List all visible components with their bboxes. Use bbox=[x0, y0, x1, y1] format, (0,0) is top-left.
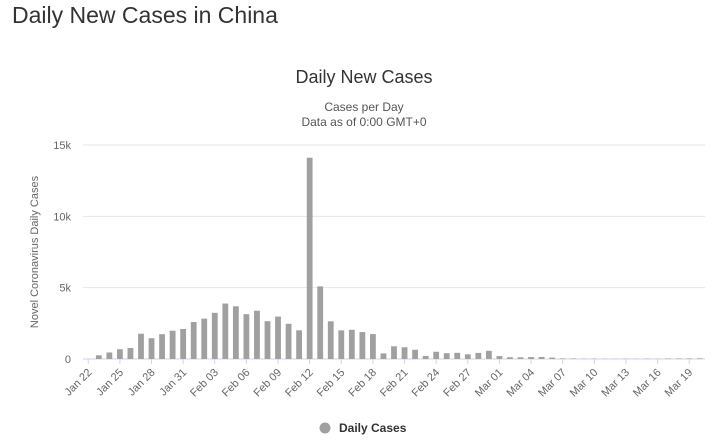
bar-feb-04[interactable] bbox=[222, 303, 229, 359]
bar-feb-28[interactable] bbox=[475, 352, 482, 359]
bar-feb-12[interactable] bbox=[306, 157, 313, 359]
bar-feb-08[interactable] bbox=[264, 321, 271, 359]
x-tick-label: Feb 21 bbox=[378, 367, 411, 400]
bar-mar-07[interactable] bbox=[559, 358, 566, 359]
bar-mar-18[interactable] bbox=[675, 358, 682, 359]
bar-feb-15[interactable] bbox=[338, 330, 345, 359]
bar-feb-19[interactable] bbox=[380, 353, 387, 359]
chart-subtitle-line-1: Cases per Day bbox=[324, 100, 403, 114]
x-tick-label: Mar 04 bbox=[504, 367, 537, 400]
x-tick-label: Jan 22 bbox=[63, 367, 95, 399]
bar-feb-23[interactable] bbox=[422, 355, 429, 359]
bar-feb-13[interactable] bbox=[317, 286, 324, 359]
bar-feb-29[interactable] bbox=[485, 350, 492, 359]
bar-feb-11[interactable] bbox=[296, 330, 303, 359]
x-tick-label: Mar 10 bbox=[568, 367, 601, 400]
chart-subtitle-line-2: Data as of 0:00 GMT+0 bbox=[301, 115, 426, 129]
bar-mar-19[interactable] bbox=[686, 358, 693, 359]
bar-mar-02[interactable] bbox=[507, 357, 513, 359]
bar-feb-05[interactable] bbox=[232, 306, 239, 359]
bar-jan-29[interactable] bbox=[159, 334, 165, 359]
chart-title: Daily New Cases bbox=[295, 67, 432, 87]
bar-feb-09[interactable] bbox=[275, 316, 281, 359]
bar-feb-22[interactable] bbox=[412, 349, 418, 359]
x-tick-label: Feb 03 bbox=[188, 367, 221, 400]
y-tick-label: 0 bbox=[65, 354, 71, 366]
bar-jan-30[interactable] bbox=[169, 330, 176, 359]
x-tick-label: Mar 19 bbox=[663, 367, 696, 400]
y-tick-label: 5k bbox=[59, 283, 71, 295]
x-tick-label: Feb 09 bbox=[251, 367, 284, 400]
bar-mar-01[interactable] bbox=[496, 356, 503, 359]
x-tick-label: Feb 27 bbox=[441, 367, 474, 400]
bar-mar-20[interactable] bbox=[696, 358, 703, 359]
bar-feb-20[interactable] bbox=[391, 346, 397, 359]
bar-jan-27[interactable] bbox=[138, 333, 144, 359]
bar-feb-27[interactable] bbox=[464, 354, 471, 359]
legend[interactable]: Daily Cases bbox=[319, 421, 407, 435]
y-tick-label: 10k bbox=[53, 211, 71, 223]
bar-feb-25[interactable] bbox=[443, 353, 450, 359]
page-heading: Daily New Cases in China bbox=[12, 2, 278, 28]
bar-feb-07[interactable] bbox=[254, 310, 260, 359]
bar-feb-17[interactable] bbox=[359, 332, 366, 359]
bar-jan-26[interactable] bbox=[127, 348, 134, 359]
gridlines bbox=[83, 144, 705, 360]
bar-mar-08[interactable] bbox=[570, 358, 577, 359]
x-tick-label: Mar 13 bbox=[599, 367, 632, 400]
x-tick-label: Mar 16 bbox=[631, 367, 664, 400]
bar-mar-05[interactable] bbox=[538, 356, 545, 359]
x-tick-label: Jan 31 bbox=[157, 367, 189, 399]
y-axis-title: Novel Coronavirus Daily Cases bbox=[29, 175, 41, 328]
bar-mar-06[interactable] bbox=[549, 357, 556, 359]
bar-jan-31[interactable] bbox=[180, 329, 187, 359]
bar-feb-02[interactable] bbox=[201, 318, 208, 359]
legend-marker-daily-cases bbox=[319, 422, 331, 434]
x-tick-label: Jan 28 bbox=[126, 367, 158, 399]
bar-feb-26[interactable] bbox=[454, 352, 461, 359]
bar-feb-03[interactable] bbox=[211, 312, 218, 359]
x-tick-label: Feb 15 bbox=[315, 367, 348, 400]
x-tick-label: Feb 06 bbox=[220, 367, 253, 400]
x-tick-label: Jan 25 bbox=[94, 367, 126, 399]
bar-jan-23[interactable] bbox=[95, 355, 102, 359]
bar-feb-10[interactable] bbox=[285, 323, 292, 359]
bar-jan-25[interactable] bbox=[116, 349, 123, 359]
bar-feb-18[interactable] bbox=[370, 334, 376, 359]
legend-label-daily-cases[interactable]: Daily Cases bbox=[339, 421, 407, 435]
bar-mar-03[interactable] bbox=[517, 357, 524, 359]
bar-feb-21[interactable] bbox=[401, 347, 408, 359]
bar-jan-24[interactable] bbox=[106, 352, 113, 359]
bar-feb-24[interactable] bbox=[433, 351, 440, 359]
x-tick-label: Mar 01 bbox=[473, 367, 506, 400]
bar-mar-04[interactable] bbox=[528, 357, 534, 359]
bar-feb-01[interactable] bbox=[190, 322, 197, 359]
bar-feb-14[interactable] bbox=[327, 321, 334, 359]
bar-jan-28[interactable] bbox=[148, 338, 155, 359]
x-tick-label: Feb 18 bbox=[346, 367, 379, 400]
y-tick-label: 15k bbox=[53, 140, 71, 152]
bar-feb-06[interactable] bbox=[243, 314, 250, 359]
x-tick-label: Feb 24 bbox=[410, 367, 443, 400]
x-tick-label: Feb 12 bbox=[283, 367, 316, 400]
x-tick-label: Mar 07 bbox=[536, 367, 569, 400]
bar-series bbox=[95, 157, 703, 359]
bar-feb-16[interactable] bbox=[348, 329, 355, 359]
y-axis-ticks: 0 5k 10k 15k bbox=[53, 140, 71, 366]
